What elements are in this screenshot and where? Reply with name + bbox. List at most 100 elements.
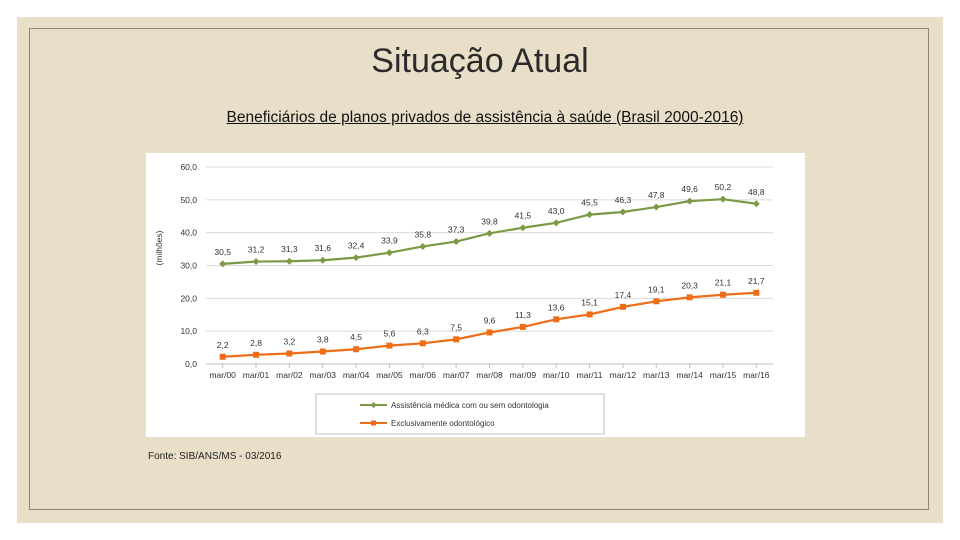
data-label: 6,3 [417,326,429,336]
x-tick-label: mar/15 [710,370,737,380]
y-axis-label: (milhões) [154,230,164,265]
y-tick-label: 10,0 [180,326,197,336]
data-label: 43,0 [548,206,565,216]
data-point [252,258,260,266]
data-point [253,351,260,358]
data-label: 48,8 [748,187,765,197]
data-point [719,291,726,298]
legend-box [315,393,605,435]
x-tick-label: mar/04 [343,370,370,380]
y-tick-label: 60,0 [180,162,197,172]
data-label: 46,3 [615,195,632,205]
data-label: 15,1 [581,297,598,307]
x-tick-label: mar/05 [376,370,403,380]
data-point [386,342,393,349]
data-point [586,211,594,219]
data-label: 31,3 [281,244,298,254]
x-tick-label: mar/07 [443,370,470,380]
x-tick-label: mar/16 [743,370,770,380]
data-label: 39,8 [481,216,498,226]
data-point [686,197,694,205]
data-point [753,289,760,296]
data-label: 21,1 [715,278,732,288]
data-label: 45,5 [581,198,598,208]
line-chart: (milhões) 0,0 10,0 20,0 30,0 40,0 50,0 60,0 ma… [154,162,773,435]
x-tick-label: mar/03 [310,370,337,380]
data-point [686,294,693,301]
data-point [652,203,660,211]
slide-title: Situação Atual [371,42,589,80]
chart-title: Beneficiários de planos privados de assi… [226,109,744,126]
y-tick-label: 20,0 [180,293,197,303]
data-point [586,311,593,318]
data-point [285,257,293,265]
source-note: Fonte: SIB/ANS/MS - 03/2016 [148,451,282,462]
data-label: 31,2 [248,245,265,255]
data-label: 20,3 [681,280,698,290]
y-tick-label: 40,0 [180,228,197,238]
data-label: 3,2 [283,336,295,346]
data-label: 21,7 [748,276,765,286]
data-label: 11,3 [515,310,531,320]
data-label: 47,8 [648,190,665,200]
data-label: 37,3 [448,225,465,235]
data-label: 3,8 [317,335,329,345]
legend-marker [371,420,376,426]
x-tick-label: mar/01 [243,370,270,380]
data-point [453,336,460,343]
chart-panel: (milhões) 0,0 10,0 20,0 30,0 40,0 50,0 60,0 ma… [146,153,805,437]
data-point [385,249,393,257]
data-label: 31,6 [314,243,331,253]
data-point [319,256,327,264]
x-tick-label: mar/00 [209,370,236,380]
x-tick-label: mar/08 [476,370,503,380]
data-point [452,238,460,246]
data-label: 2,2 [217,340,229,350]
data-label: 50,2 [715,182,732,192]
data-label: 7,5 [450,322,462,332]
x-tick-label: mar/14 [676,370,703,380]
data-point [319,348,326,355]
data-label: 9,6 [484,315,496,325]
x-tick-label: mar/02 [276,370,303,380]
data-point [486,229,493,237]
data-label: 32,4 [348,241,365,251]
x-tick-label: mar/10 [543,370,570,380]
data-point [519,323,526,330]
data-point [619,303,626,310]
data-label: 41,5 [515,211,532,221]
x-tick-label: mar/11 [577,370,603,380]
data-label: 35,8 [415,229,432,239]
data-point [286,350,293,357]
data-label: 19,1 [648,284,665,294]
data-point [752,200,760,208]
data-point [552,219,560,227]
data-point [486,329,493,336]
data-point [553,316,560,323]
y-tick-label: 30,0 [180,261,197,271]
legend-label: Exclusivamente odontológico [391,419,495,428]
data-point [619,208,627,216]
y-tick-label: 50,0 [180,195,197,205]
data-label: 30,5 [214,247,231,257]
data-point [352,254,360,262]
legend-label: Assistência médica com ou sem odontologi… [391,401,549,410]
data-point [519,224,527,232]
data-label: 49,6 [681,184,698,194]
x-tick-label: mar/13 [643,370,670,380]
data-label: 13,6 [548,302,565,312]
x-tick-label: mar/09 [510,370,537,380]
data-point [653,298,660,305]
data-label: 5,6 [384,329,396,339]
data-point [353,346,360,353]
data-point [219,260,227,268]
data-label: 4,5 [350,332,362,342]
slide-border [29,28,929,510]
data-label: 17,4 [615,290,632,300]
data-label: 33,9 [381,236,398,246]
x-tick-label: mar/06 [410,370,437,380]
data-point [219,353,226,360]
data-point [719,195,727,203]
y-tick-label: 0,0 [185,359,197,369]
data-point [419,340,426,347]
